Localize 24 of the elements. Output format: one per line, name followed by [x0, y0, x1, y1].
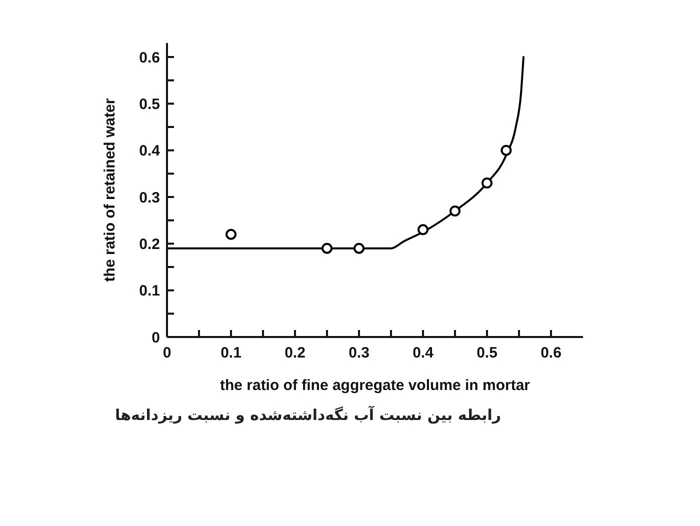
y-tick-label: 0.4 — [139, 142, 161, 160]
y-tick-label: 0 — [152, 329, 160, 346]
point — [354, 242, 364, 254]
point — [226, 228, 236, 240]
y-tick-label: 0.3 — [139, 189, 160, 206]
point — [418, 224, 428, 236]
x-tick-label: 0.3 — [348, 344, 370, 362]
y-tick-label: 0.6 — [139, 49, 160, 66]
y-axis-title: the ratio of retained water — [101, 98, 118, 282]
point — [482, 178, 492, 188]
x-tick-label: 0.2 — [284, 344, 306, 362]
point — [322, 242, 332, 254]
x-tick-label: 0 — [162, 344, 172, 362]
x-tick-label: 0.5 — [476, 344, 498, 362]
text: رابطه بین نسبت آب نگه‌داشته‌شده و نسبت ریزدانه‌ها — [114, 404, 502, 426]
y-tick-label: 0.2 — [139, 236, 160, 253]
y-tick-label: 0.5 — [139, 96, 160, 113]
x-tick-label: 0.1 — [220, 344, 242, 362]
x-tick-label: 0.4 — [412, 344, 434, 362]
point — [500, 144, 512, 156]
x-axis-title: the ratio of fine aggregate volume in mortar — [220, 377, 530, 394]
x-tick-label: 0.6 — [540, 344, 562, 362]
point — [450, 206, 460, 216]
y-tick-label: 0.1 — [139, 282, 160, 300]
